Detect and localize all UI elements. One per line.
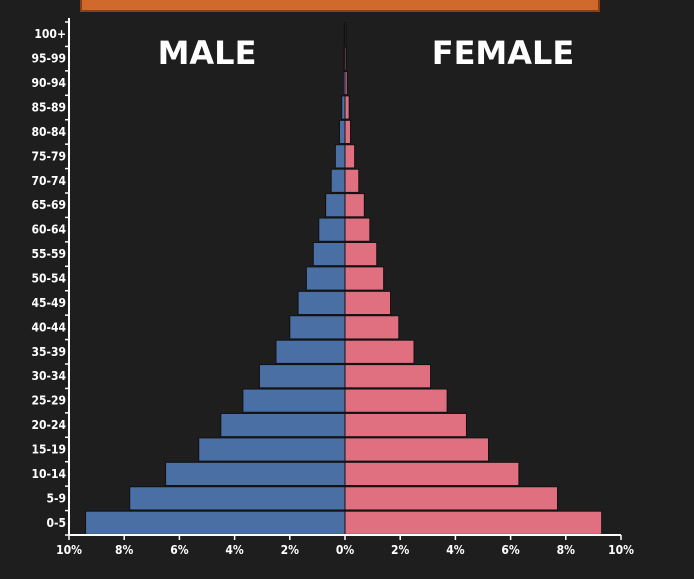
bar-female-10-14 [344,461,520,487]
bar-male-20-24 [220,412,346,438]
x-tick-label: 2% [391,543,410,557]
x-tick-label: 8% [557,543,576,557]
bar-male-15-19 [198,437,346,462]
bar-female-15-19 [344,437,490,462]
bar-female-60-64 [344,217,371,242]
bars-group [85,22,603,535]
bar-male-80-84 [338,119,346,145]
bar-female-95-99 [344,46,347,71]
bar-female-100+ [344,22,347,47]
bar-male-45-49 [297,290,346,316]
x-tick-label: 6% [170,543,189,557]
age-label-30-34: 30-34 [31,369,66,383]
age-label-95-99: 95-99 [31,52,66,66]
age-label-85-89: 85-89 [31,101,66,115]
age-label-100+: 100+ [34,27,66,41]
bar-female-80-84 [344,119,352,145]
age-label-80-84: 80-84 [31,125,66,139]
age-label-40-44: 40-44 [31,320,66,334]
age-label-90-94: 90-94 [31,76,66,90]
bar-female-85-89 [344,95,350,120]
bar-female-0-5 [344,510,603,535]
x-tick-label: 0% [336,543,355,557]
age-label-75-79: 75-79 [31,149,66,163]
bar-female-45-49 [344,290,392,316]
age-label-35-39: 35-39 [31,345,66,359]
axes-group [65,18,622,540]
bar-male-5-9 [129,486,346,511]
bar-male-55-59 [312,241,346,267]
x-tick-label: 10% [608,543,634,557]
bar-female-65-69 [344,193,365,218]
bar-female-40-44 [344,315,400,340]
bar-female-55-59 [344,241,378,267]
bar-male-35-39 [275,339,346,364]
bar-male-25-29 [242,388,346,413]
bar-female-70-74 [344,168,360,193]
age-label-45-49: 45-49 [31,296,66,310]
x-tick-label: 4% [446,543,465,557]
age-label-55-59: 55-59 [31,247,66,261]
bar-male-50-54 [305,266,346,291]
age-label-0-5: 0-5 [46,516,66,530]
bar-female-25-29 [344,388,448,413]
bar-female-50-54 [344,266,385,291]
age-label-25-29: 25-29 [31,394,66,408]
bar-male-60-64 [318,217,346,242]
bar-female-75-79 [344,144,356,169]
x-tick-label: 2% [281,543,300,557]
bar-female-90-94 [344,70,348,96]
x-tick-label: 4% [225,543,244,557]
bar-male-30-34 [258,364,346,389]
bar-female-30-34 [344,364,432,389]
age-label-65-69: 65-69 [31,198,66,212]
bar-male-40-44 [289,315,346,340]
age-label-50-54: 50-54 [31,272,66,286]
bar-male-75-79 [334,144,346,169]
female-header: FEMALE [432,34,575,72]
age-label-15-19: 15-19 [31,443,66,457]
x-tick-label: 8% [115,543,134,557]
bar-male-70-74 [330,168,346,193]
age-label-70-74: 70-74 [31,174,66,188]
title-banner [80,0,600,12]
bar-female-35-39 [344,339,415,364]
age-label-5-9: 5-9 [46,491,66,505]
x-tick-label: 6% [501,543,520,557]
age-label-20-24: 20-24 [31,418,66,432]
bar-female-5-9 [344,486,559,511]
bar-male-0-5 [85,510,346,535]
labels-group: 0-5 5-9 10-14 15-19 20-24 25-29 30-34 35-39 40-4… [31,27,634,557]
bar-male-65-69 [325,193,346,218]
x-tick-label: 10% [56,543,82,557]
bar-female-20-24 [344,412,467,438]
age-label-10-14: 10-14 [31,467,66,481]
male-header: MALE [158,34,257,72]
bar-male-10-14 [165,461,346,487]
age-label-60-64: 60-64 [31,223,66,237]
